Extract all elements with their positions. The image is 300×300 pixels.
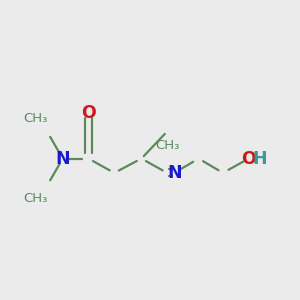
- Text: O: O: [81, 104, 96, 122]
- Text: O: O: [241, 150, 256, 168]
- Text: CH₃: CH₃: [23, 112, 48, 125]
- Text: N: N: [167, 164, 182, 182]
- Text: N: N: [56, 150, 70, 168]
- Text: CH₃: CH₃: [155, 139, 179, 152]
- Text: CH₃: CH₃: [23, 192, 48, 205]
- Text: H: H: [253, 150, 268, 168]
